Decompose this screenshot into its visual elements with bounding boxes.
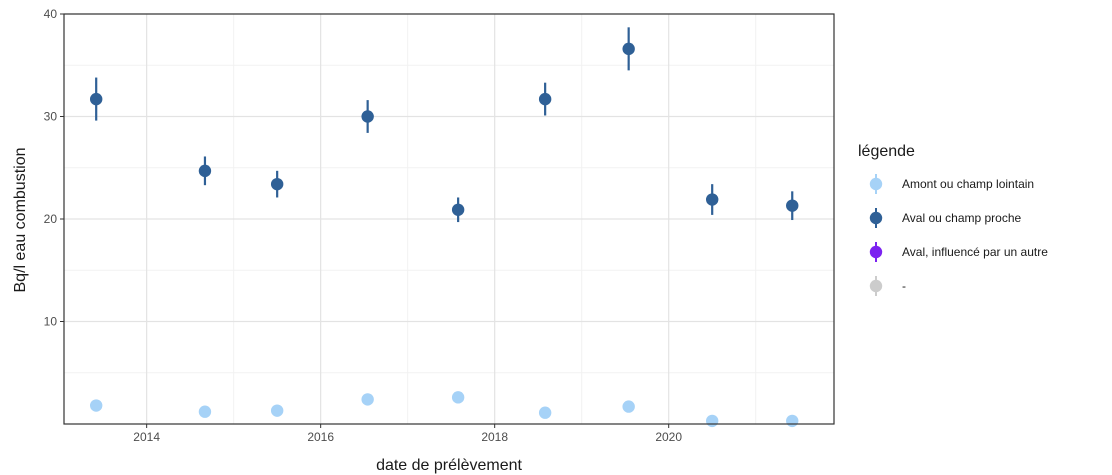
legend-item: Amont ou champ lointain: [869, 174, 1034, 194]
data-point: [705, 193, 719, 206]
data-point: [705, 414, 719, 428]
data-point: [361, 393, 374, 406]
data-point: [786, 414, 799, 428]
legend-key-dot: [869, 245, 883, 259]
data-point: [270, 404, 284, 417]
data-point: [198, 164, 212, 178]
data-point: [451, 203, 465, 216]
legend-label: Aval, influencé par un autre: [902, 245, 1048, 259]
data-point: [89, 399, 103, 412]
y-tick-label: 40: [44, 7, 58, 21]
data-point: [622, 42, 635, 56]
data-point: [198, 405, 212, 418]
legend-key-dot: [869, 279, 883, 293]
series-2: [89, 27, 799, 223]
data-point: [270, 177, 284, 191]
y-tick-label: 20: [44, 212, 58, 226]
legend: légende Amont ou champ lointain Aval ou c…: [858, 143, 1048, 296]
data-point: [538, 92, 552, 106]
legend-key-dot: [869, 177, 883, 191]
legend-label: Aval ou champ proche: [902, 211, 1022, 225]
major-gridlines: [64, 13, 834, 424]
data-point: [538, 406, 552, 419]
y-tick-label: 30: [44, 110, 58, 124]
legend-item: Aval ou champ proche: [869, 208, 1022, 228]
data-point: [786, 199, 799, 212]
axis-ticks: 2014 2016 2018 2020 10 20 30 40: [44, 7, 683, 444]
legend-key-dot: [869, 211, 883, 225]
minor-gridlines: [64, 14, 834, 424]
y-axis-title: Bq/l eau combustion: [12, 148, 29, 293]
data-point: [89, 92, 103, 106]
data-point: [451, 391, 465, 404]
legend-item: Aval, influencé par un autre: [869, 242, 1048, 262]
legend-title: légende: [858, 143, 915, 160]
x-tick-label: 2014: [133, 430, 160, 444]
data-point: [361, 110, 374, 123]
y-tick-label: 10: [44, 315, 58, 329]
legend-label: -: [902, 279, 906, 293]
x-tick-label: 2020: [655, 430, 682, 444]
x-axis-title: date de prélèvement: [376, 457, 522, 474]
legend-label: Amont ou champ lointain: [902, 177, 1034, 191]
x-tick-label: 2018: [481, 430, 508, 444]
x-tick-label: 2016: [307, 430, 334, 444]
legend-item: -: [869, 276, 906, 296]
data-point: [622, 400, 635, 413]
